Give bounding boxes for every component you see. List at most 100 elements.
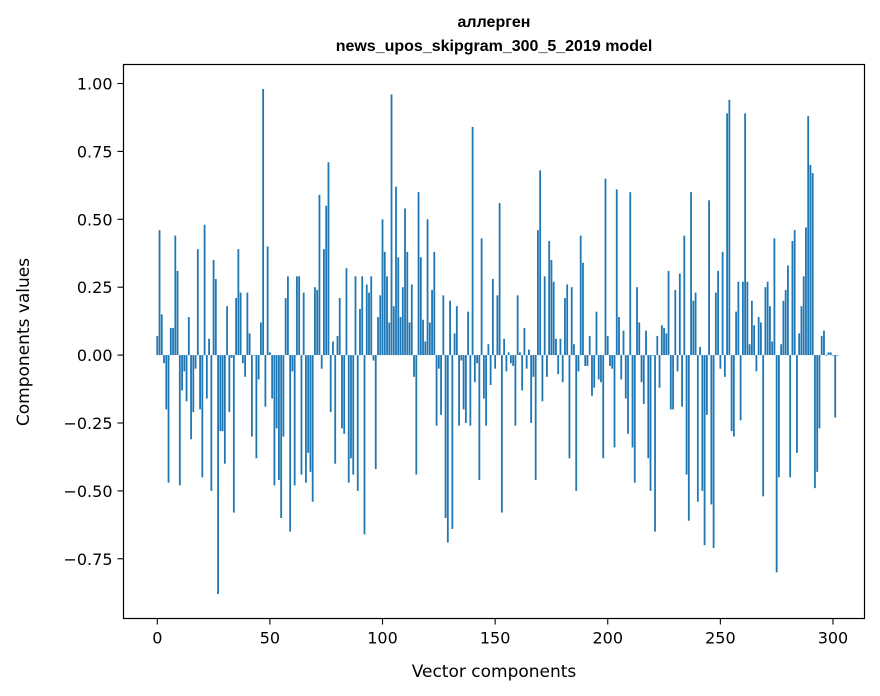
- x-axis-label: Vector components: [412, 662, 577, 682]
- bar-146: [485, 355, 488, 426]
- bar-82: [341, 355, 343, 429]
- bar-123: [433, 251, 436, 356]
- bar-116: [417, 192, 420, 356]
- bar-63: [298, 276, 301, 356]
- bar-50: [269, 352, 271, 356]
- bar-166: [530, 355, 533, 423]
- bar-45: [257, 355, 260, 380]
- bar-216: [642, 355, 645, 404]
- bar-272: [769, 306, 771, 356]
- bar-58: [287, 276, 289, 356]
- bar-0: [156, 336, 159, 356]
- bar-239: [694, 292, 697, 356]
- bar-250: [719, 355, 722, 369]
- bar-22: [205, 355, 208, 399]
- bar-291: [811, 173, 814, 356]
- bar-51: [271, 355, 274, 399]
- bar-144: [480, 238, 483, 356]
- bar-156: [507, 352, 510, 356]
- bar-62: [296, 276, 298, 356]
- bar-192: [588, 336, 591, 356]
- bar-240: [696, 355, 699, 502]
- bar-78: [332, 341, 334, 356]
- bar-100: [381, 219, 384, 356]
- bar-92: [363, 355, 366, 535]
- bar-249: [717, 270, 719, 356]
- bar-246: [710, 355, 713, 505]
- x-tick-label: 200: [592, 629, 623, 648]
- bar-99: [379, 295, 382, 356]
- bar-140: [471, 126, 474, 356]
- bar-295: [820, 336, 823, 356]
- bar-12: [183, 355, 186, 372]
- bar-13: [185, 355, 188, 402]
- y-tick-label: 1.00: [77, 75, 113, 94]
- bar-137: [464, 355, 467, 423]
- bar-112: [408, 322, 411, 356]
- bar-174: [548, 241, 551, 356]
- bar-209: [627, 355, 629, 434]
- bar-273: [771, 341, 774, 356]
- bar-86: [350, 355, 352, 459]
- y-tick-label: 0.25: [77, 278, 113, 297]
- bar-128: [444, 355, 447, 519]
- bar-251: [721, 251, 724, 356]
- bar-202: [611, 355, 614, 369]
- bar-9: [176, 270, 179, 356]
- bar-73: [320, 355, 323, 369]
- bar-21: [203, 224, 206, 356]
- bar-226: [665, 333, 668, 356]
- bar-264: [750, 300, 753, 356]
- bar-80: [336, 336, 339, 356]
- bar-118: [422, 319, 424, 356]
- bar-61: [293, 355, 296, 486]
- bar-17: [194, 355, 197, 369]
- bar-157: [509, 355, 512, 364]
- bar-154: [503, 338, 506, 356]
- bar-175: [550, 260, 553, 356]
- x-tick-label: 300: [818, 629, 849, 648]
- bar-4: [165, 355, 168, 410]
- bar-90: [359, 308, 361, 356]
- y-axis-label: Components values: [14, 258, 34, 426]
- bar-172: [543, 276, 546, 356]
- bar-191: [586, 355, 589, 366]
- bar-300: [832, 355, 834, 356]
- bar-44: [255, 355, 258, 459]
- x-tick-label: 100: [367, 629, 398, 648]
- bar-254: [728, 99, 731, 356]
- bar-184: [570, 287, 573, 356]
- bar-149: [491, 279, 494, 356]
- bar-159: [514, 355, 517, 426]
- bar-177: [555, 338, 557, 356]
- bars-group: [156, 88, 839, 595]
- bar-34: [232, 355, 235, 513]
- bar-190: [584, 355, 587, 366]
- y-axis: −0.75 −0.50 −0.25 0.00 0.25 0.50 0.75 1.00: [63, 75, 124, 569]
- bar-179: [559, 338, 562, 356]
- bar-64: [300, 355, 303, 475]
- bar-186: [575, 355, 578, 491]
- bar-24: [210, 355, 213, 491]
- bar-260: [741, 281, 744, 356]
- bar-271: [766, 281, 769, 356]
- bar-72: [318, 194, 321, 356]
- bar-289: [807, 116, 810, 356]
- bar-230: [674, 289, 677, 356]
- bar-84: [345, 268, 348, 356]
- bar-212: [633, 355, 636, 483]
- bar-158: [512, 355, 515, 366]
- bar-32: [228, 355, 231, 413]
- bar-35: [235, 298, 238, 356]
- bar-218: [647, 355, 650, 459]
- bar-274: [773, 238, 776, 356]
- bar-53: [275, 355, 278, 429]
- bar-262: [746, 281, 749, 356]
- bar-207: [622, 330, 625, 356]
- bar-162: [521, 355, 524, 391]
- bar-208: [624, 355, 627, 399]
- bar-79: [334, 355, 337, 464]
- bar-10: [178, 355, 181, 486]
- bar-47: [262, 88, 265, 356]
- bar-96: [372, 355, 375, 361]
